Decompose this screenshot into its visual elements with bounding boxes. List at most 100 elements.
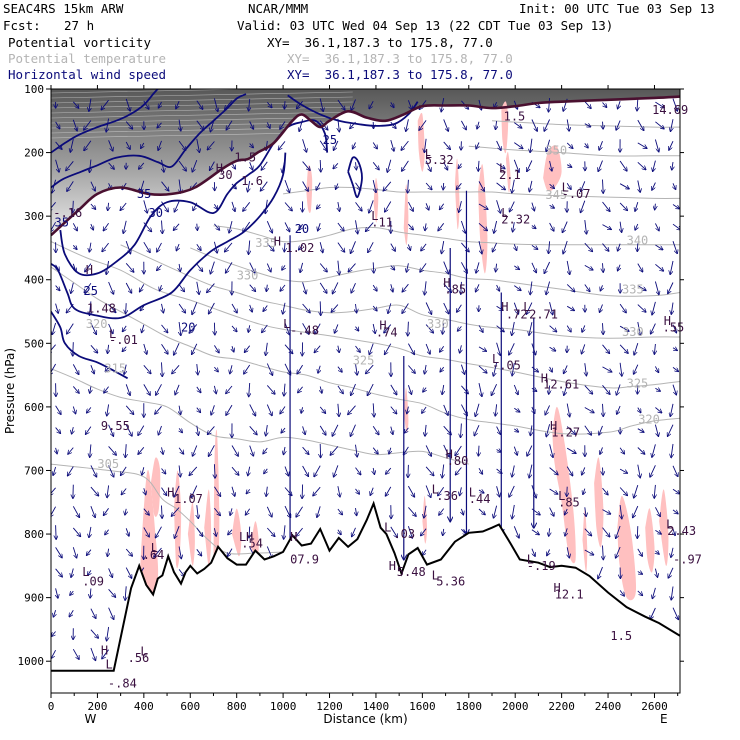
wind-vector	[108, 568, 113, 577]
wind-vector	[356, 326, 359, 331]
wind-vector	[581, 181, 586, 191]
wind-vector	[161, 343, 168, 354]
wind-vector	[421, 243, 427, 251]
wind-vector	[442, 241, 444, 253]
wind-vector	[225, 100, 233, 110]
pv-value-label: .55	[663, 320, 685, 334]
wind-vector	[425, 281, 427, 294]
wind-vector	[196, 263, 203, 271]
wind-vector	[372, 162, 379, 169]
wind-vector	[143, 200, 148, 213]
wind-vector	[264, 468, 267, 474]
wind-vector	[90, 181, 95, 191]
wind-speed-contour-30	[51, 93, 247, 189]
wind-vector	[566, 183, 571, 189]
pv-high-patch	[617, 495, 637, 601]
wind-vector	[214, 345, 219, 352]
y-tick-label: 200	[24, 147, 44, 160]
wind-vector	[124, 364, 126, 375]
wind-vector	[356, 303, 357, 313]
wind-vector	[602, 201, 610, 211]
wind-vector	[440, 366, 444, 372]
wind-vector	[157, 242, 162, 252]
wind-vector	[599, 425, 603, 435]
wind-vector	[600, 285, 602, 290]
wind-vector	[301, 407, 303, 413]
wind-vector	[266, 385, 275, 394]
wind-vector	[72, 506, 79, 517]
wind-vector	[461, 385, 468, 394]
wind-vector	[496, 121, 497, 129]
wind-vector	[144, 488, 146, 494]
x-tick-label: 1000	[270, 700, 297, 713]
wind-speed-contour-25	[59, 119, 329, 277]
wind-vector	[72, 426, 74, 434]
x-tick-label: 1200	[316, 700, 343, 713]
pv-high-patch	[417, 112, 425, 172]
wind-vector	[549, 385, 550, 395]
wind-vector	[638, 464, 640, 478]
wind-vector	[314, 345, 321, 353]
wind-vector	[319, 263, 327, 272]
pv-value-label: .74	[376, 326, 398, 340]
pv-extremum-marker: H	[446, 448, 453, 462]
wind-vector	[618, 101, 621, 108]
wind-vector	[125, 384, 130, 395]
wind-vector	[655, 203, 656, 210]
pv-extremum-marker: L	[151, 541, 158, 555]
pv-extremum-marker: L	[558, 489, 565, 503]
wind-vector	[370, 487, 373, 496]
wind-vector	[425, 343, 430, 354]
wind-vector	[250, 162, 253, 170]
wind-vector	[654, 139, 658, 152]
wind-vector	[159, 101, 162, 108]
wind-vector	[581, 200, 586, 213]
wind-vector	[514, 429, 518, 432]
wind-vector	[530, 281, 532, 295]
model-title: SEAC4RS 15km ARW	[3, 1, 124, 16]
wind-vector	[85, 263, 92, 272]
wind-vector	[634, 364, 639, 374]
wind-vector	[514, 142, 522, 149]
pv-value-label: -.84	[108, 677, 137, 691]
wind-vector	[302, 484, 303, 499]
wind-vector	[249, 262, 255, 273]
pv-value-label: 1.48	[87, 301, 116, 315]
wind-vector	[637, 119, 644, 130]
wind-vector	[249, 240, 250, 255]
wind-vector	[138, 425, 145, 436]
wind-vector	[391, 426, 393, 435]
forecast-label: Fcst:	[3, 18, 41, 33]
wind-vector	[280, 406, 286, 414]
wind-vector	[496, 426, 501, 435]
wind-vector	[566, 165, 571, 168]
wind-vector	[478, 160, 479, 171]
wind-vector	[672, 465, 678, 477]
wind-vector	[637, 447, 645, 455]
pv-extremum-marker: L	[82, 565, 89, 579]
wind-vector	[319, 406, 325, 413]
wind-vector	[90, 386, 91, 393]
wind-vector	[351, 241, 356, 253]
wind-vector	[351, 99, 356, 111]
wind-vector	[72, 119, 77, 131]
wind-vector	[68, 447, 74, 454]
wind-vector	[512, 504, 514, 519]
wind-vector	[52, 322, 57, 334]
wind-speed-contour-5	[347, 156, 363, 199]
pv-extremum-marker: L	[371, 209, 378, 223]
wind-vector	[249, 284, 256, 292]
wind-vector	[390, 243, 395, 251]
wind-vector	[443, 444, 449, 457]
wind-vector	[335, 324, 339, 333]
wind-vector	[585, 143, 588, 147]
wind-vector	[653, 160, 656, 172]
wind-vector	[567, 547, 569, 557]
wind-vector	[532, 202, 535, 211]
stratosphere-hatch-line	[51, 116, 353, 124]
wind-vector	[530, 138, 532, 153]
pv-value-label: .36	[436, 489, 458, 503]
wind-vector	[673, 528, 675, 536]
wind-vector	[617, 405, 621, 414]
theta-isentrope-320	[51, 266, 680, 435]
